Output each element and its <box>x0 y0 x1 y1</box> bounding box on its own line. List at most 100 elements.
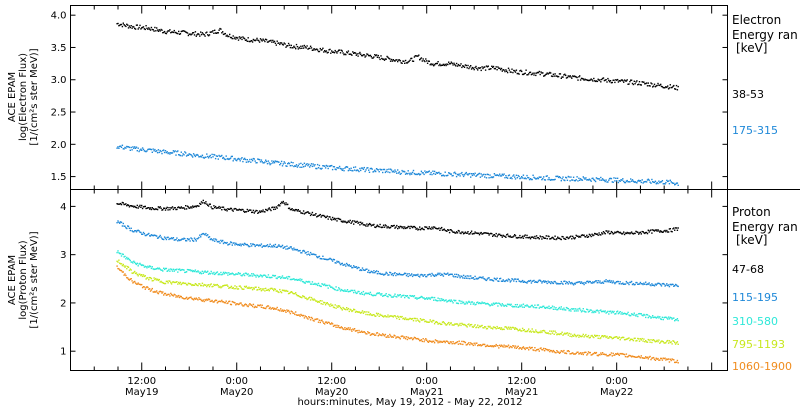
data-point <box>331 164 333 167</box>
data-point <box>365 225 367 227</box>
data-point <box>557 237 560 239</box>
data-point <box>156 235 158 237</box>
data-point <box>499 344 501 346</box>
data-point <box>539 306 541 308</box>
data-point <box>330 218 332 220</box>
data-point <box>407 225 409 228</box>
data-point <box>352 328 354 330</box>
data-point <box>291 311 293 313</box>
data-point <box>339 327 342 329</box>
data-point <box>251 286 253 289</box>
data-point <box>328 165 330 167</box>
data-point <box>312 49 314 51</box>
data-point <box>376 314 379 316</box>
data-point <box>632 233 635 235</box>
data-point <box>660 341 662 343</box>
data-point <box>466 173 468 175</box>
data-point <box>549 238 551 240</box>
data-point <box>308 280 310 283</box>
data-point <box>584 78 586 80</box>
data-point <box>242 274 244 276</box>
data-point <box>478 325 481 327</box>
data-point <box>118 221 120 224</box>
data-point <box>149 29 152 31</box>
data-point <box>526 282 528 284</box>
data-point <box>338 167 340 169</box>
data-point <box>427 60 430 62</box>
data-point <box>616 337 619 339</box>
data-point <box>133 206 135 208</box>
data-point <box>270 246 272 248</box>
data-point <box>607 77 609 80</box>
data-point <box>488 326 490 328</box>
data-point <box>441 299 444 301</box>
data-point <box>158 151 160 154</box>
data-point <box>117 22 119 25</box>
data-point <box>404 296 406 299</box>
data-point <box>291 248 293 250</box>
data-point <box>290 161 292 163</box>
data-point <box>407 336 409 339</box>
data-point <box>580 77 583 80</box>
data-point <box>292 47 294 49</box>
data-point <box>280 310 283 312</box>
data-point <box>186 205 189 207</box>
data-point <box>441 229 444 231</box>
data-point <box>617 231 620 233</box>
data-point <box>345 53 347 56</box>
data-point <box>490 68 492 70</box>
data-point <box>130 146 132 149</box>
data-point <box>519 234 521 237</box>
data-point <box>293 312 295 314</box>
data-point <box>384 294 387 296</box>
data-point <box>513 174 515 176</box>
data-point <box>590 180 592 182</box>
data-point <box>207 236 210 239</box>
data-point <box>313 320 315 322</box>
data-point <box>251 211 254 213</box>
data-point <box>546 238 548 240</box>
data-point <box>368 314 371 316</box>
data-point <box>564 238 566 240</box>
data-point <box>301 278 303 281</box>
data-point <box>491 345 493 348</box>
data-point <box>389 294 391 296</box>
data-point <box>514 278 516 280</box>
data-point <box>315 48 317 51</box>
data-point <box>493 277 496 279</box>
data-point <box>514 306 516 308</box>
data-point <box>140 28 142 30</box>
data-point <box>623 353 625 355</box>
data-point <box>519 280 521 283</box>
data-point <box>346 221 349 223</box>
data-point <box>408 337 410 340</box>
data-point <box>527 280 529 283</box>
data-point <box>389 60 392 62</box>
data-point <box>584 311 586 313</box>
data-point <box>434 227 437 229</box>
data-point <box>342 264 344 266</box>
data-point <box>287 310 289 312</box>
data-point <box>364 292 366 295</box>
data-point <box>627 181 629 183</box>
data-point <box>623 283 626 285</box>
data-point <box>448 63 451 65</box>
data-point <box>347 327 350 329</box>
data-point <box>314 49 316 51</box>
data-point <box>316 300 318 302</box>
data-point <box>644 341 646 343</box>
data-point <box>284 43 286 45</box>
data-point <box>257 289 259 291</box>
data-point <box>532 349 534 351</box>
data-point <box>533 237 535 239</box>
data-point <box>204 298 206 301</box>
data-point <box>586 335 588 338</box>
data-point <box>535 74 537 77</box>
data-point <box>532 236 534 238</box>
data-point <box>551 282 554 284</box>
data-point <box>498 347 500 349</box>
data-point <box>343 290 345 292</box>
data-point <box>289 165 292 167</box>
data-point <box>229 273 231 276</box>
data-point <box>395 337 397 339</box>
